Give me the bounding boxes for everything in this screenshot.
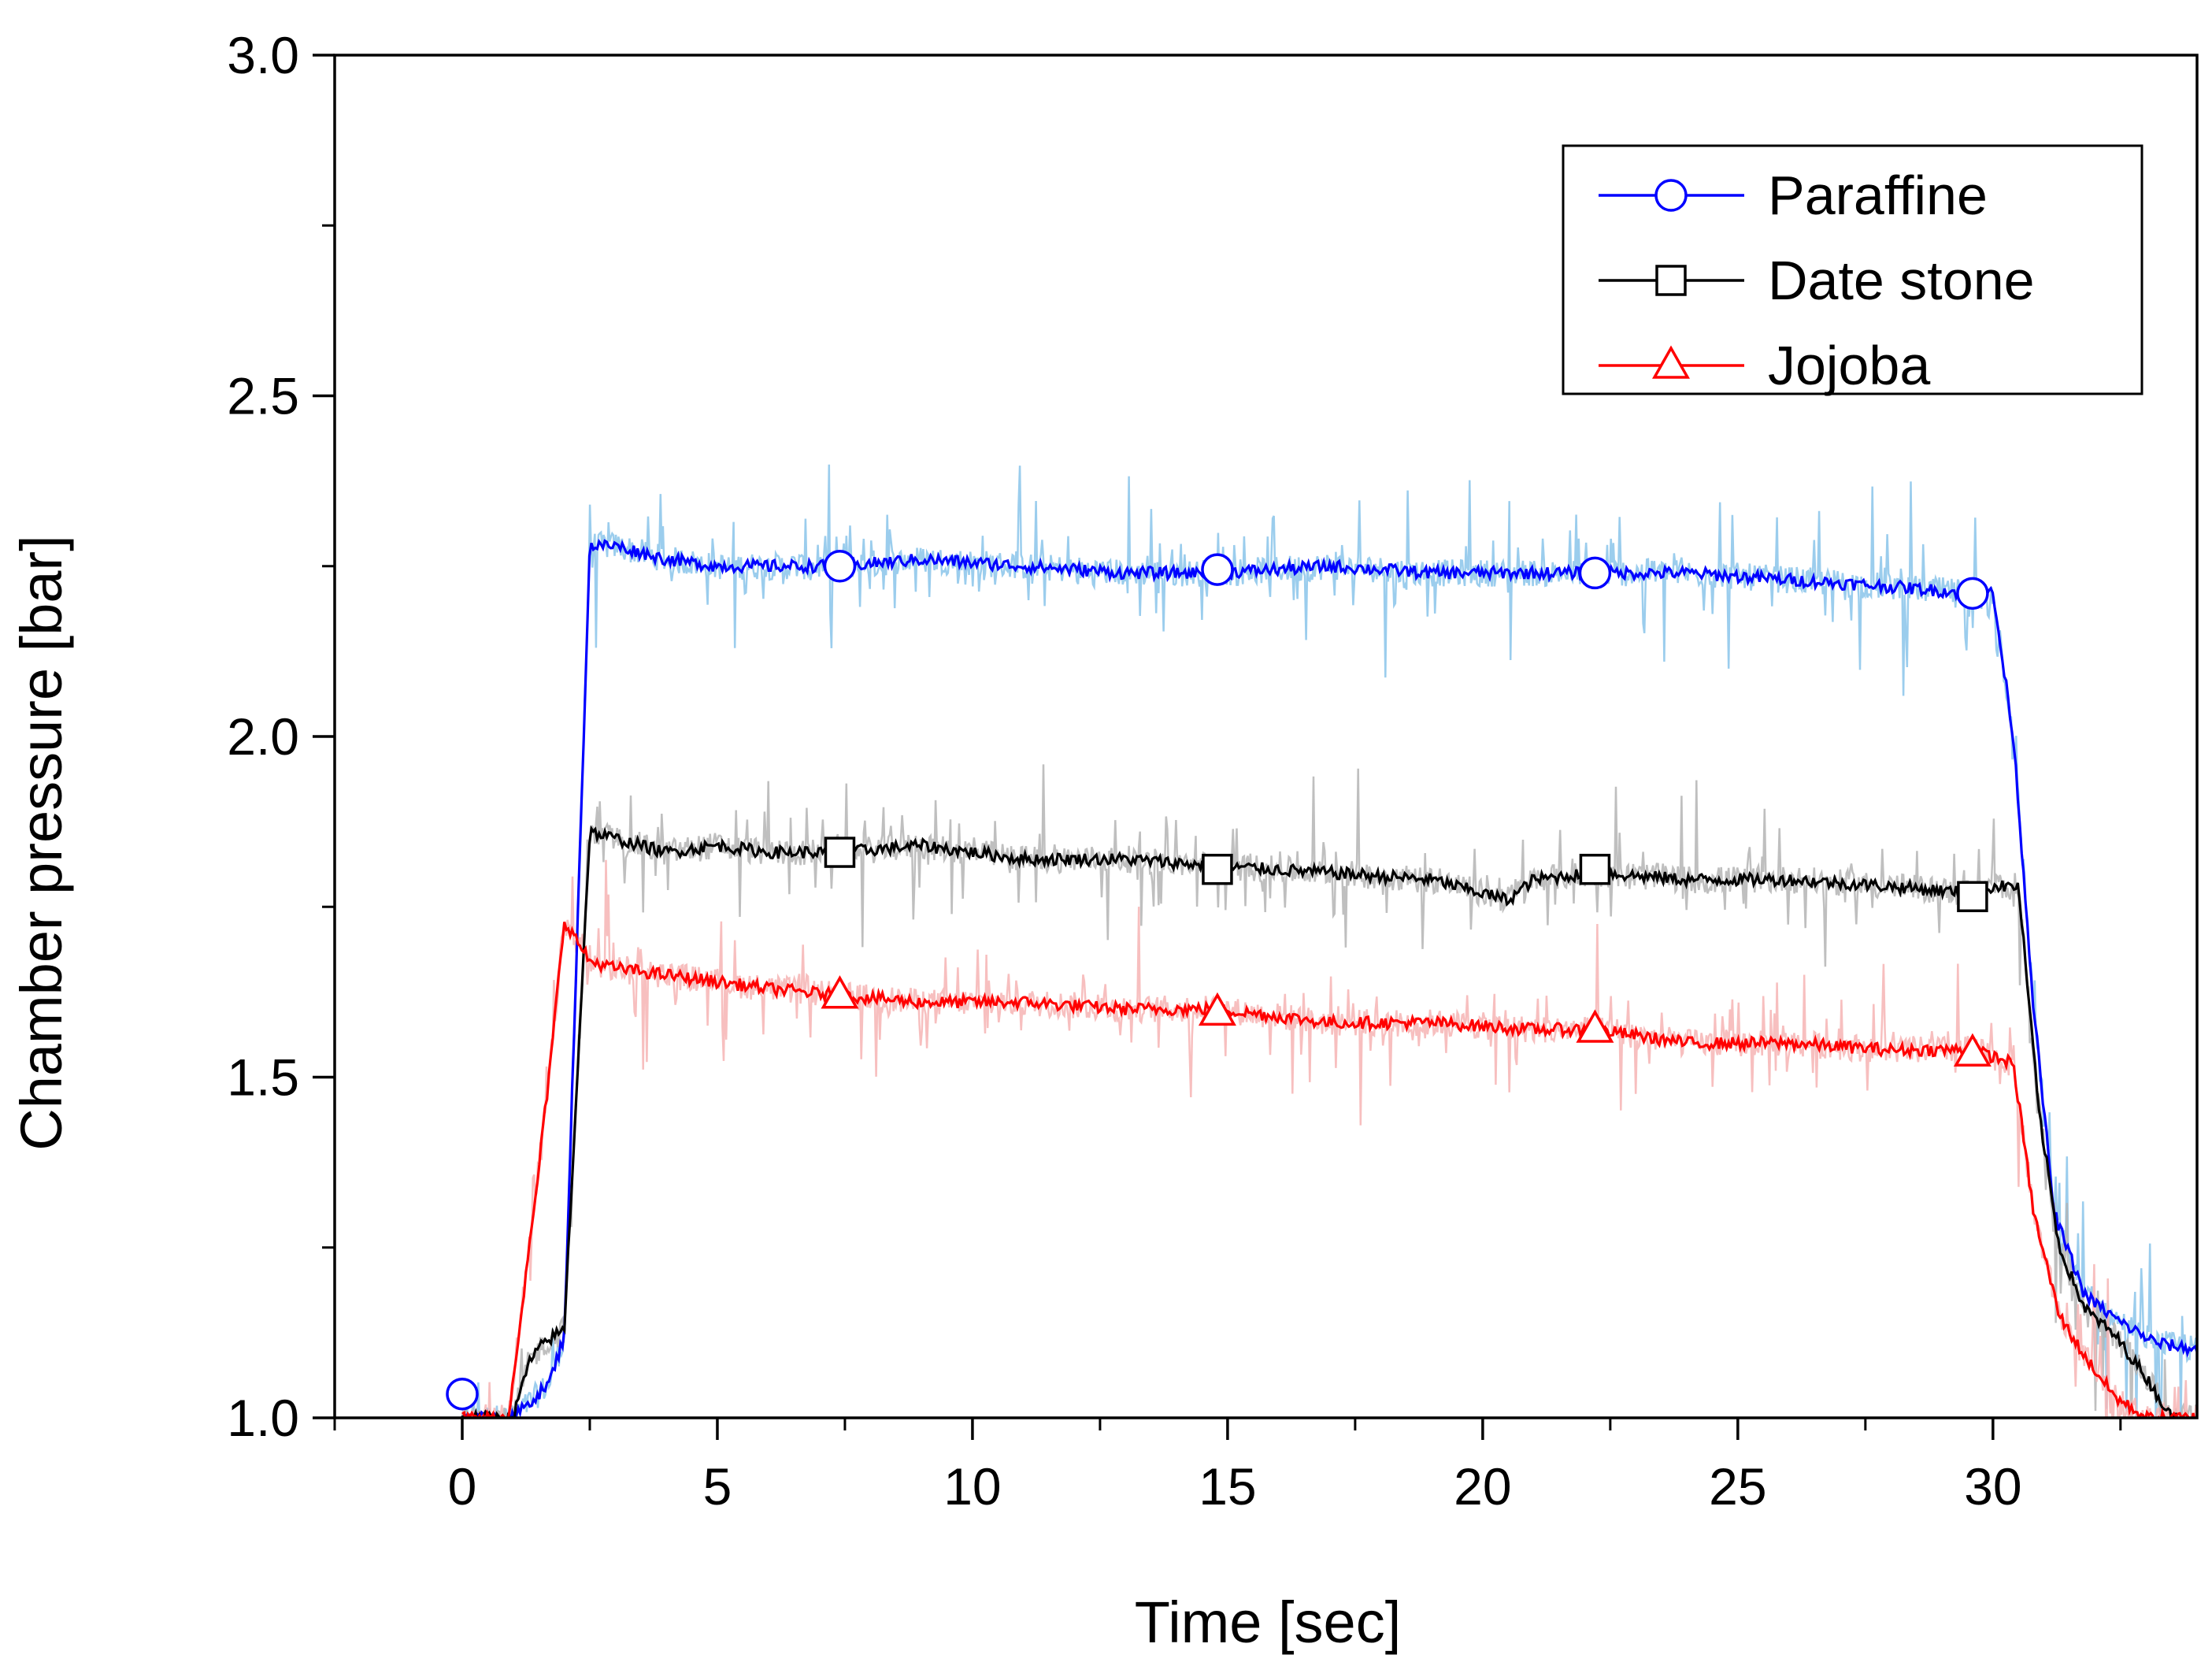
legend-label: Jojoba — [1768, 335, 1930, 396]
series-lines — [461, 538, 2197, 1418]
y-tick-label: 2.5 — [227, 367, 299, 425]
marker-circle-1 — [823, 550, 857, 583]
series-line-2 — [461, 922, 2196, 1418]
raw-trace-0 — [461, 464, 2197, 1418]
series-line-0 — [461, 538, 2197, 1418]
legend-marker-square — [1655, 265, 1687, 296]
series-markers — [446, 550, 1992, 1411]
marker-circle-4 — [1956, 577, 1989, 610]
legend-marker-circle — [1654, 179, 1688, 212]
y-tick-label: 2.0 — [227, 707, 299, 766]
y-tick-label: 1.5 — [227, 1048, 299, 1107]
legend-marker-triangle — [1651, 345, 1691, 379]
raw-trace-2 — [461, 859, 2197, 1418]
x-axis-title: Time [sec] — [1135, 1590, 1402, 1655]
axes: 0 5 10 15 20 25 30 1.0 1.5 2.0 2.5 3.0 — [227, 26, 2199, 1516]
y-axis-title: Chamber pressure [bar] — [9, 535, 74, 1150]
marker-square-3 — [1957, 881, 1988, 913]
x-tick-label: 15 — [1199, 1457, 1256, 1516]
series-line-1 — [461, 825, 2195, 1418]
raw-trace-1 — [461, 764, 2197, 1418]
legend: Paraffine Date stone Jojoba — [1562, 144, 2143, 396]
marker-circle-3 — [1578, 556, 1612, 590]
x-tick-label: 20 — [1454, 1457, 1511, 1516]
x-tick-label: 5 — [703, 1457, 732, 1516]
marker-triangle-2 — [1576, 1009, 1614, 1043]
y-tick-label: 1.0 — [227, 1389, 299, 1447]
x-tick-label: 10 — [943, 1457, 1001, 1516]
x-tick-label: 25 — [1709, 1457, 1766, 1516]
marker-square-2 — [1579, 853, 1611, 885]
marker-circle-0 — [446, 1377, 479, 1411]
marker-triangle-3 — [1953, 1033, 1992, 1067]
marker-circle-2 — [1201, 553, 1234, 586]
y-tick-label: 3.0 — [227, 26, 299, 84]
marker-triangle-1 — [1198, 992, 1236, 1026]
x-tick-label: 0 — [448, 1457, 477, 1516]
legend-label: Paraffine — [1768, 165, 1988, 226]
raw-noise-traces — [461, 464, 2197, 1418]
marker-triangle-0 — [821, 975, 859, 1009]
marker-square-0 — [824, 837, 856, 868]
x-tick-label: 30 — [1964, 1457, 2021, 1516]
legend-label: Date stone — [1768, 250, 2035, 311]
marker-square-1 — [1202, 853, 1233, 885]
